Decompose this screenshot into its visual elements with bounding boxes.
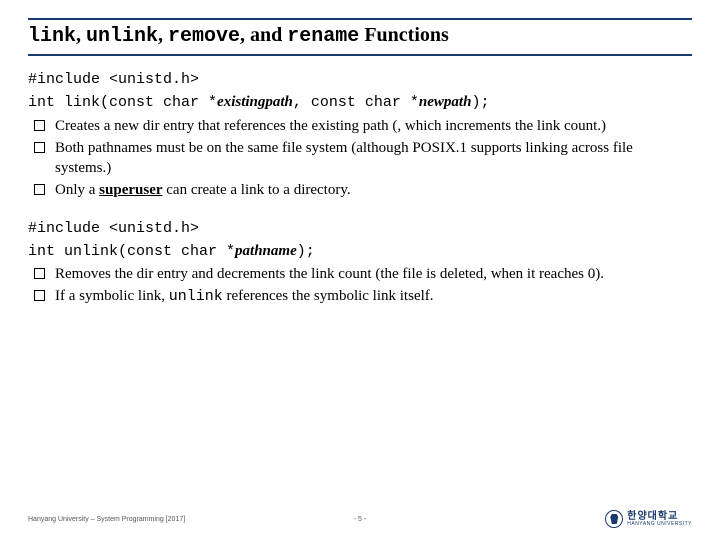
title-fn2: unlink bbox=[86, 25, 158, 48]
list-item: Both pathnames must be on the same file … bbox=[28, 138, 692, 179]
bullets-unlink: Removes the dir entry and decrements the… bbox=[28, 264, 692, 308]
title-fn1: link bbox=[28, 25, 76, 48]
signature-link: int link(const char *existingpath, const… bbox=[28, 92, 692, 113]
logo-english: HANYANG UNIVERSITY bbox=[627, 522, 692, 527]
page-number: - 5 - bbox=[354, 516, 366, 523]
list-item: Removes the dir entry and decrements the… bbox=[28, 264, 692, 284]
logo-korean: 한양대학교 bbox=[627, 512, 692, 522]
bullet-icon bbox=[34, 184, 45, 195]
slide-title: link, unlink, remove, and rename Functio… bbox=[28, 24, 692, 48]
title-bar: link, unlink, remove, and rename Functio… bbox=[28, 18, 692, 56]
include-1: #include <unistd.h> bbox=[28, 70, 692, 90]
content: #include <unistd.h> int link(const char … bbox=[28, 70, 692, 308]
list-item: Only a superuser can create a link to a … bbox=[28, 180, 692, 200]
list-item: Creates a new dir entry that references … bbox=[28, 116, 692, 136]
bullet-icon bbox=[34, 268, 45, 279]
bullets-link: Creates a new dir entry that references … bbox=[28, 116, 692, 201]
title-fn3: remove bbox=[168, 25, 240, 48]
include-2: #include <unistd.h> bbox=[28, 219, 692, 239]
footer-left: Hanyang University – System Programming … bbox=[28, 516, 185, 523]
list-item: If a symbolic link, unlink references th… bbox=[28, 286, 692, 307]
title-fn4: rename bbox=[287, 25, 359, 48]
bullet-icon bbox=[34, 120, 45, 131]
signature-unlink: int unlink(const char *pathname); bbox=[28, 241, 692, 262]
superuser-term: superuser bbox=[99, 182, 162, 198]
bullet-icon bbox=[34, 290, 45, 301]
footer: Hanyang University – System Programming … bbox=[28, 510, 692, 528]
university-logo: 한양대학교 HANYANG UNIVERSITY bbox=[605, 510, 692, 528]
slide: link, unlink, remove, and rename Functio… bbox=[0, 0, 720, 540]
bullet-icon bbox=[34, 142, 45, 153]
logo-icon bbox=[605, 510, 623, 528]
